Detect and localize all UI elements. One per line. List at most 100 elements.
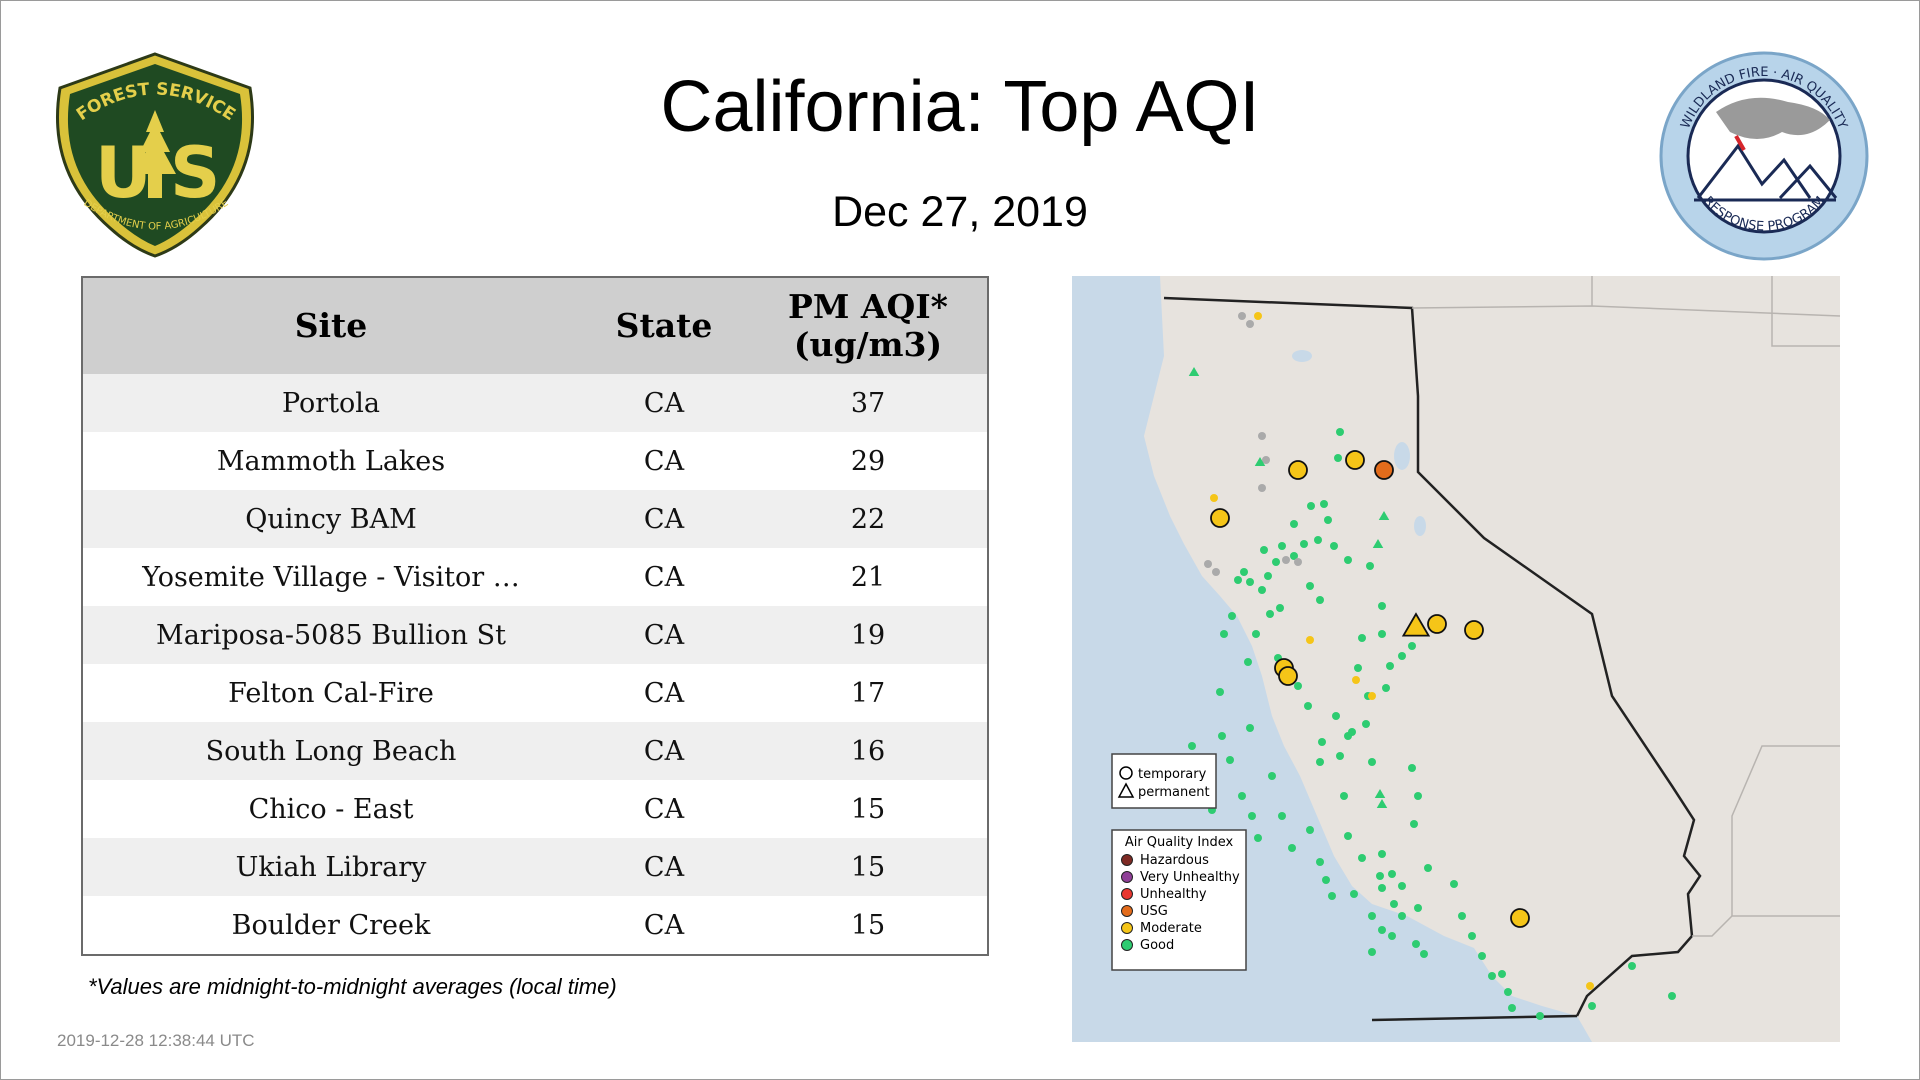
smoke-icon [1716,97,1830,139]
site-nodata-marker [1246,320,1254,328]
pine-tree-icon [134,110,176,198]
row-site: Boulder Creek [82,896,579,955]
site-moderate-marker [1352,676,1360,684]
page-title: California: Top AQI [660,67,1260,147]
site-good-marker [1288,844,1296,852]
site-good-marker [1378,926,1386,934]
site-good-marker [1276,604,1284,612]
row-state: CA [579,490,749,548]
site-good-marker [1188,742,1196,750]
site-elevated-marker [1464,620,1484,640]
site-nodata-marker [1282,556,1290,564]
site-good-marker [1306,582,1314,590]
legend-label-unhealthy: Unhealthy [1140,887,1207,902]
site-good-marker [1316,596,1324,604]
site-good-marker [1368,948,1376,956]
site-good-marker [1504,988,1512,996]
site-elevated-marker [1374,460,1394,480]
site-moderate-marker [1306,636,1314,644]
legend-label-very-unhealthy: Very Unhealthy [1140,870,1240,885]
site-good-marker [1226,756,1234,764]
site-good-marker [1344,556,1352,564]
header-pm-aqi-line1: PM AQI* [788,287,948,326]
site-good-marker [1378,850,1386,858]
site-good-marker [1304,702,1312,710]
table-row: Felton Cal-Fire CA 17 [82,664,988,722]
row-state: CA [579,374,749,432]
site-good-marker [1386,662,1394,670]
site-good-marker [1450,880,1458,888]
site-good-marker [1398,912,1406,920]
site-good-marker [1264,572,1272,580]
site-good-marker [1316,758,1324,766]
site-moderate-marker [1254,312,1262,320]
table-row: Mariposa-5085 Bullion St CA 19 [82,606,988,664]
shape-legend: temporary permanent [1111,753,1217,809]
table-row: Quincy BAM CA 22 [82,490,988,548]
row-site: Felton Cal-Fire [82,664,579,722]
row-site: Yosemite Village - Visitor … [82,548,579,606]
site-good-marker [1248,812,1256,820]
site-permanent-marker [1254,457,1266,466]
site-good-marker [1266,610,1274,618]
site-good-marker [1408,764,1416,772]
row-value: 15 [749,896,988,955]
legend-label-moderate: Moderate [1140,921,1202,936]
legend-permanent: permanent [1138,785,1210,800]
site-permanent-marker [1188,367,1200,376]
row-state: CA [579,606,749,664]
site-good-marker [1378,630,1386,638]
row-value: 37 [749,374,988,432]
table-row: Chico - East CA 15 [82,780,988,838]
row-site: Chico - East [82,780,579,838]
legend-swatch-hazardous [1121,854,1133,866]
site-good-marker [1348,728,1356,736]
site-good-marker [1478,952,1486,960]
site-good-marker [1234,576,1242,584]
site-good-marker [1332,712,1340,720]
site-good-marker [1278,812,1286,820]
table-row: Portola CA 37 [82,374,988,432]
site-good-marker [1314,536,1322,544]
legend-swatch-good [1121,939,1133,951]
site-elevated-marker [1210,508,1230,528]
site-good-marker [1376,872,1384,880]
site-good-marker [1368,912,1376,920]
site-permanent-marker [1376,799,1388,808]
site-good-marker [1228,612,1236,620]
aqi-legend: Air Quality Index Hazardous Very Unhealth… [1111,829,1247,971]
site-good-marker [1378,884,1386,892]
legend-label-good: Good [1140,938,1174,953]
page-date: Dec 27, 2019 [832,188,1088,236]
row-state: CA [579,664,749,722]
site-nodata-marker [1212,568,1220,576]
neighbor-borders [1411,276,1840,937]
site-good-marker [1260,546,1268,554]
site-good-marker [1322,876,1330,884]
site-good-marker [1258,586,1266,594]
row-state: CA [579,780,749,838]
site-good-marker [1382,684,1390,692]
site-good-marker [1362,720,1370,728]
table-header-row: Site State PM AQI* (ug/m3) [82,277,988,374]
site-good-marker [1220,630,1228,638]
site-nodata-marker [1258,432,1266,440]
aqi-legend-title: Air Quality Index [1125,835,1234,850]
permanent-triangle-icon [1117,782,1135,798]
row-value: 15 [749,780,988,838]
row-value: 16 [749,722,988,780]
site-moderate-marker [1586,982,1594,990]
row-site: Mariposa-5085 Bullion St [82,606,579,664]
site-nodata-marker [1238,312,1246,320]
site-good-marker [1420,950,1428,958]
site-permanent-marker [1401,612,1431,637]
site-good-marker [1408,642,1416,650]
row-state: CA [579,432,749,490]
legend-label-hazardous: Hazardous [1140,853,1209,868]
site-permanent-marker [1372,539,1384,548]
site-good-marker [1388,932,1396,940]
table-row: Ukiah Library CA 15 [82,838,988,896]
row-value: 22 [749,490,988,548]
site-good-marker [1398,652,1406,660]
site-nodata-marker [1294,558,1302,566]
